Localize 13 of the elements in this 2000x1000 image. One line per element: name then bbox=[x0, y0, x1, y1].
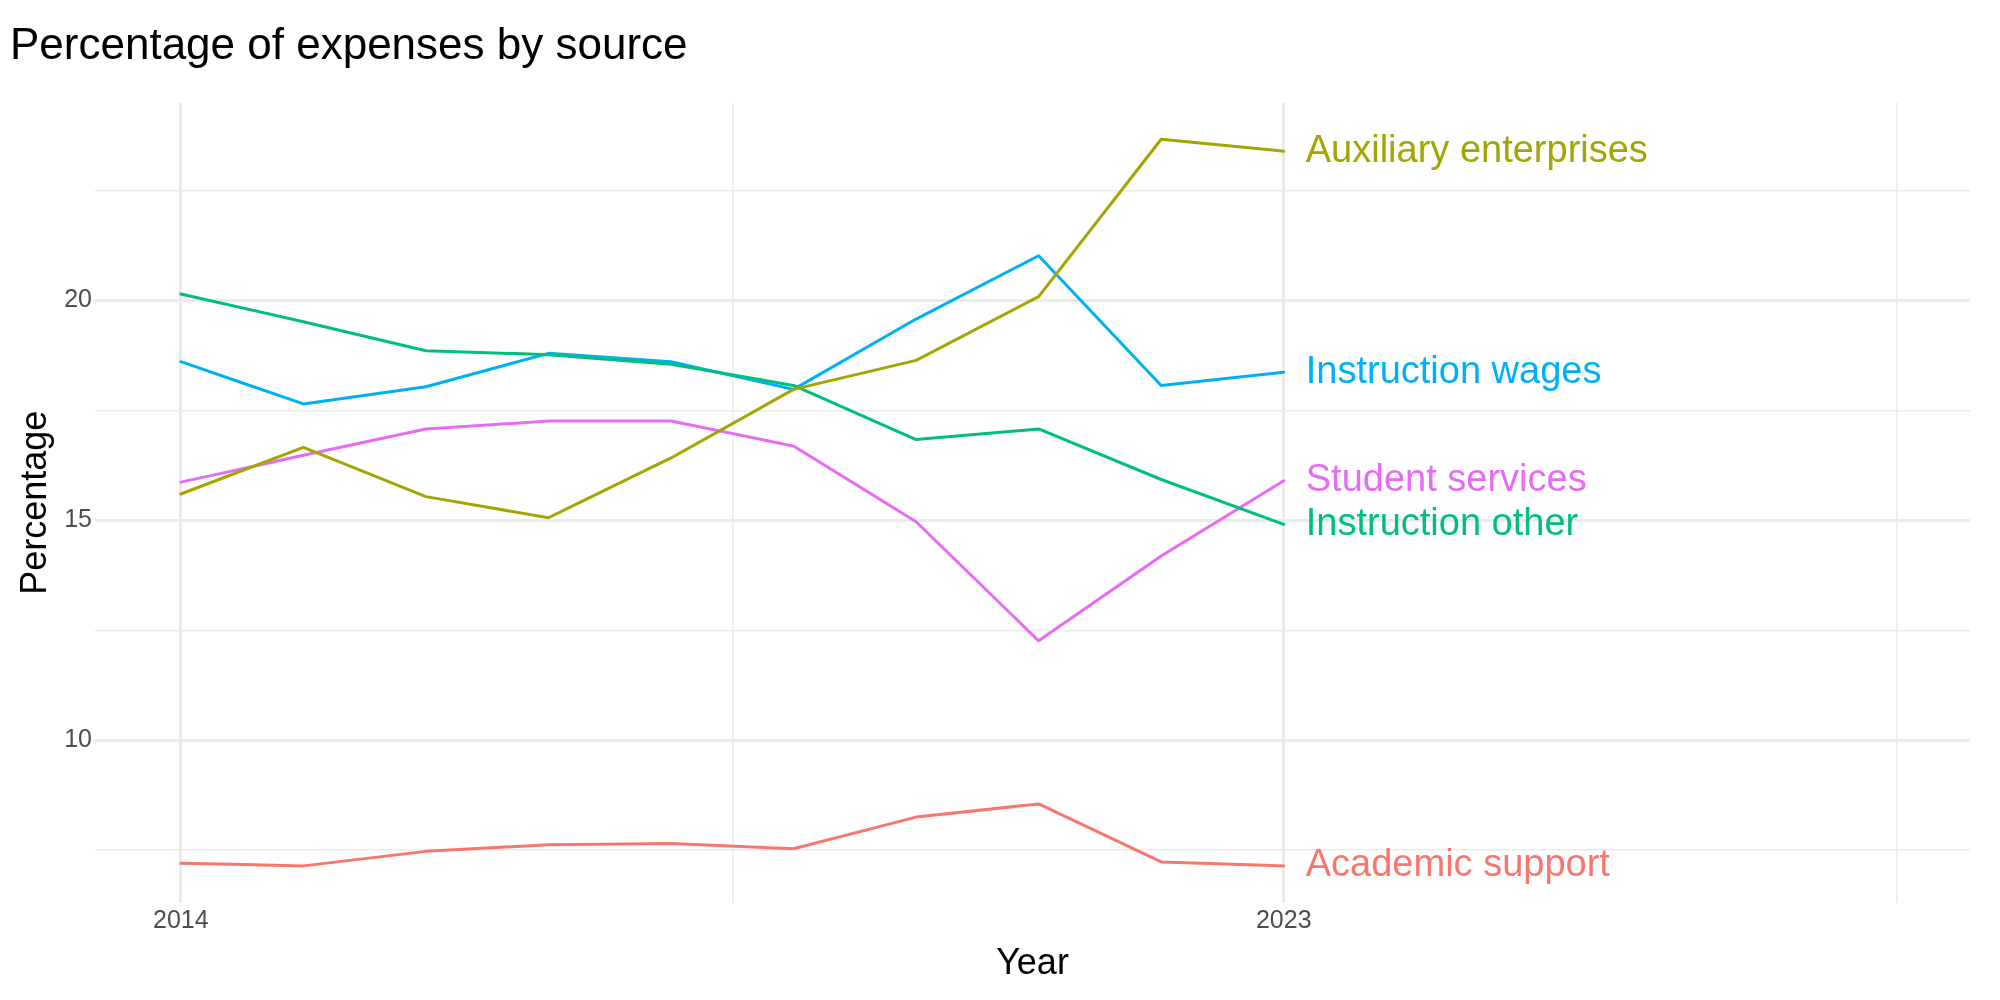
chart-title: Percentage of expenses by source bbox=[10, 18, 688, 68]
x-axis-title: Year bbox=[996, 941, 1069, 983]
y-tick-label: 15 bbox=[64, 504, 93, 533]
series-label: Academic support bbox=[1305, 842, 1611, 885]
y-axis-title: Percentage bbox=[12, 410, 54, 595]
series-label: Auxiliary enterprises bbox=[1305, 127, 1648, 170]
y-tick-label: 20 bbox=[64, 284, 93, 313]
y-tick-label: 10 bbox=[64, 724, 93, 753]
series-label: Student services bbox=[1305, 457, 1587, 500]
x-tick-label: 2023 bbox=[1255, 904, 1312, 933]
series-label: Instruction other bbox=[1305, 500, 1579, 543]
series-label: Instruction wages bbox=[1305, 348, 1602, 391]
x-tick-label: 2014 bbox=[152, 904, 209, 933]
